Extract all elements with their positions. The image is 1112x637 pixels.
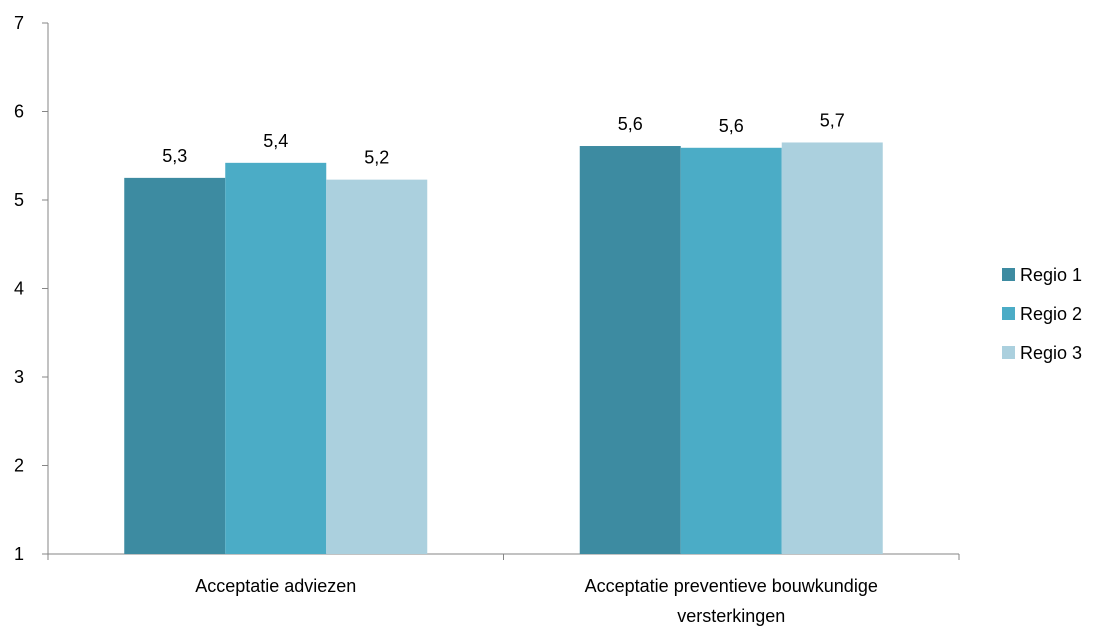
y-tick-label: 3 [14,367,24,387]
legend: Regio 1 Regio 2 Regio 3 [1002,265,1082,363]
y-tick-label: 4 [14,279,24,299]
data-labels: 5,3 5,4 5,2 5,6 5,6 5,7 [162,110,845,167]
y-tick-label: 7 [14,13,24,33]
category-label-line: versterkingen [677,606,785,626]
bar [781,142,883,554]
y-tick-label: 6 [14,102,24,122]
category-label-line: Acceptatie preventieve bouwkundige [585,576,878,596]
category-label: Acceptatie preventieve bouwkundige verste… [585,576,878,626]
y-tick-label: 2 [14,456,24,476]
y-tick-label: 1 [14,544,24,564]
legend-label: Regio 3 [1020,343,1082,363]
x-axis [47,553,960,560]
legend-swatch [1002,346,1015,359]
bar [579,146,681,554]
legend-swatch [1002,307,1015,320]
legend-label: Regio 1 [1020,265,1082,285]
bar [680,147,782,554]
bar [326,179,428,554]
y-tick-label: 5 [14,190,24,210]
data-label: 5,4 [263,131,288,151]
legend-swatch [1002,268,1015,281]
category-label-line: Acceptatie adviezen [195,576,356,596]
legend-label: Regio 2 [1020,304,1082,324]
y-axis: 1 2 3 4 5 6 7 [14,13,49,564]
data-label: 5,2 [364,148,389,168]
data-label: 5,7 [820,110,845,130]
bar [225,162,327,554]
category-labels: Acceptatie adviezen Acceptatie preventiev… [195,576,878,626]
bar [124,177,226,554]
bars [124,142,883,554]
category-label: Acceptatie adviezen [195,576,356,596]
data-label: 5,3 [162,146,187,166]
data-label: 5,6 [719,116,744,136]
data-label: 5,6 [618,114,643,134]
